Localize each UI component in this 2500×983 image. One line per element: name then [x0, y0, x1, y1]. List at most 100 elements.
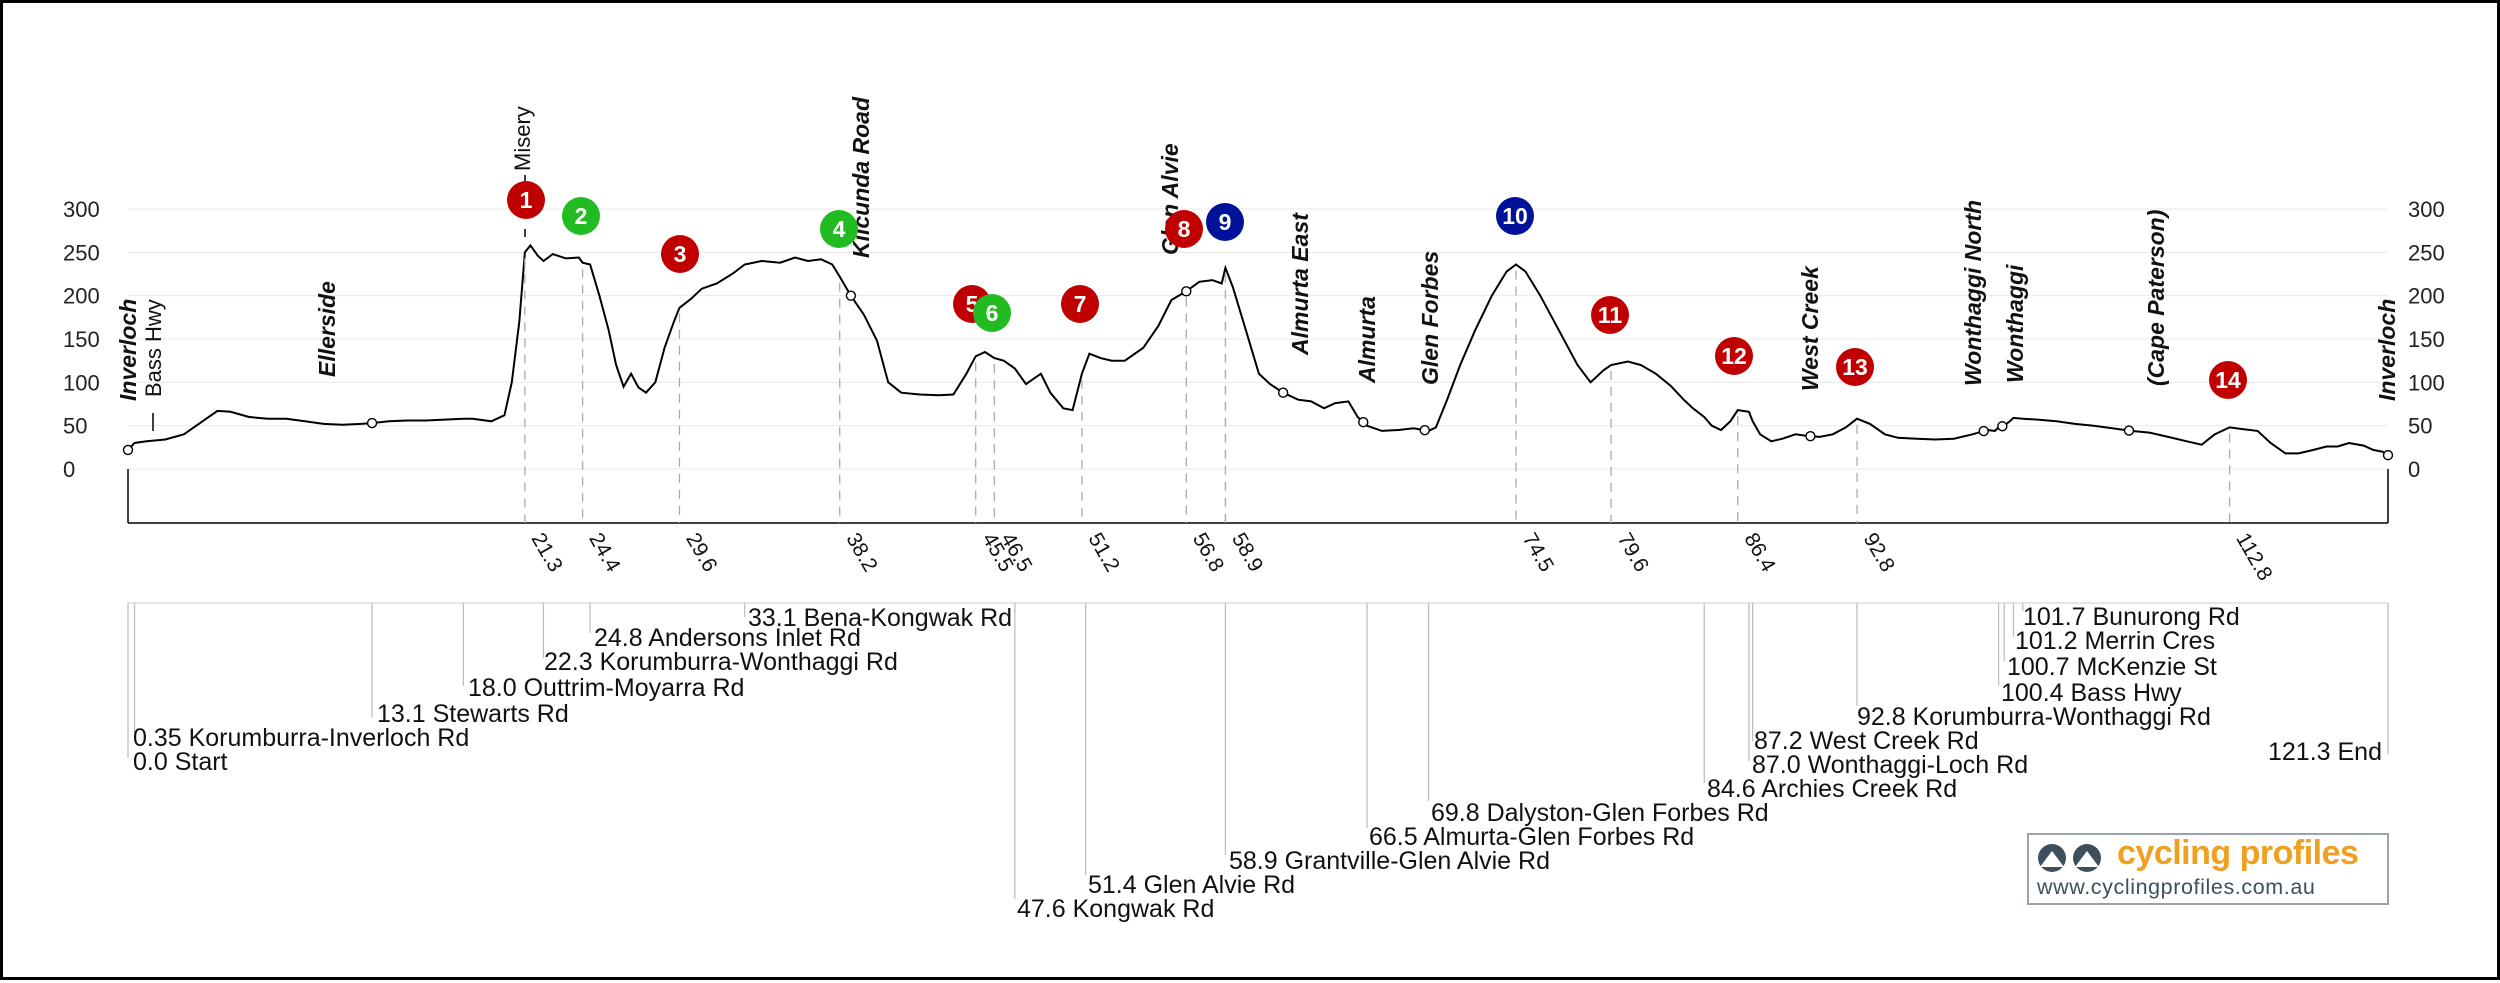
y-tick-right: 200 — [2408, 284, 2445, 309]
road-label: 24.8 Andersons Inlet Rd — [594, 624, 861, 652]
climb-marker — [1496, 197, 1534, 235]
road-label: 51.4 Glen Alvie Rd — [1088, 871, 1295, 899]
y-tick-right: 150 — [2408, 327, 2445, 352]
waypoint — [1181, 286, 1192, 297]
road-label: 100.4 Bass Hwy — [2001, 679, 2182, 707]
road-label: 13.1 Stewarts Rd — [377, 700, 569, 728]
waypoint — [1358, 417, 1369, 428]
road-label: 58.9 Grantville-Glen Alvie Rd — [1229, 847, 1550, 875]
road-label: 87.2 West Creek Rd — [1754, 727, 1979, 755]
place-label: Wonthaggi — [2002, 264, 2028, 383]
road-label: 101.2 Merrin Cres — [2015, 627, 2215, 655]
climb-marker-number: 2 — [575, 203, 588, 229]
climb-marker — [1836, 348, 1874, 386]
elevation-profile-chart: 300 300 250 250 200 200 150 150 100 100 50 50 0 0 21.… — [63, 96, 2445, 923]
axes — [127, 469, 2389, 524]
road-label: 69.8 Dalyston-Glen Forbes Rd — [1431, 799, 1769, 827]
km-label: 51.2 — [1084, 529, 1124, 576]
y-tick-right: 0 — [2408, 457, 2420, 482]
climb-marker — [2209, 361, 2247, 399]
road-label: 0.35 Korumburra-Inverloch Rd — [133, 724, 469, 752]
y-tick-left: 100 — [63, 370, 100, 395]
climb-marker-number: 7 — [1074, 291, 1087, 317]
road-label: 100.7 McKenzie St — [2007, 653, 2217, 681]
road-label: 101.7 Bunurong Rd — [2023, 603, 2240, 631]
cycling-profiles-logo: cycling profiles www.cyclingprofiles.com… — [2027, 833, 2389, 905]
waypoint — [1277, 387, 1289, 398]
climb-marker — [562, 197, 600, 235]
km-label: 86.4 — [1739, 529, 1780, 576]
waypoint — [845, 290, 857, 301]
waypoint — [1805, 431, 1816, 442]
place-label: Almurta East — [1287, 212, 1313, 356]
profile-series — [122, 243, 2394, 461]
place-label: Inverloch — [2374, 299, 2400, 401]
road-label: 33.1 Bena-Kongwak Rd — [748, 604, 1012, 632]
km-label: 21.3 — [527, 529, 567, 576]
y-tick-left: 0 — [63, 457, 75, 482]
waypoint — [2382, 449, 2394, 461]
road-label: 66.5 Almurta-Glen Forbes Rd — [1369, 823, 1694, 851]
road-label: 84.6 Archies Creek Rd — [1707, 775, 1957, 803]
road-label: 121.3 End — [2268, 738, 2382, 766]
logo-name: cycling profiles — [2117, 834, 2359, 872]
road-label: 0.0 Start — [133, 748, 228, 776]
climb-marker-number: 6 — [986, 300, 999, 326]
climb-marker-number: 14 — [2215, 367, 2241, 393]
climb-marker — [1591, 296, 1629, 334]
y-tick-right: 100 — [2408, 370, 2445, 395]
place-label: West Creek — [1797, 265, 1823, 391]
place-label: Bass Hwy — [141, 299, 166, 397]
climb-marker-number: 3 — [674, 241, 687, 267]
km-label: 79.6 — [1613, 529, 1653, 576]
y-tick-right: 50 — [2408, 414, 2432, 439]
climb-marker-number: 12 — [1721, 343, 1747, 369]
road-label: 47.6 Kongwak Rd — [1017, 895, 1214, 923]
km-labels: 21.3 24.4 29.6 38.2 45.546.5 51.2 56.858.9 74.5… — [527, 529, 2277, 585]
km-label: 29.6 — [681, 529, 721, 576]
y-tick-left: 200 — [63, 284, 100, 309]
km-label: 56.8 — [1188, 529, 1228, 576]
km-label: 92.8 — [1859, 529, 1899, 576]
place-label: Almurta — [1354, 296, 1380, 384]
km-label: 24.4 — [584, 529, 625, 576]
climb-marker-number: 1 — [520, 187, 533, 213]
road-label: 92.8 Korumburra-Wonthaggi Rd — [1857, 703, 2211, 731]
km-label: 38.2 — [841, 529, 881, 576]
place-label: Inverloch — [115, 299, 141, 401]
climb-marker — [661, 235, 699, 273]
waypoint — [1978, 425, 1989, 437]
y-tick-left: 150 — [63, 327, 100, 352]
mountain-logo-icon — [2038, 844, 2101, 872]
y-tick-left: 250 — [63, 240, 100, 265]
climb-marker — [507, 181, 545, 219]
place-label: Ellerside — [314, 281, 340, 377]
climb-marker — [973, 294, 1011, 332]
logo-url: www.cyclingprofiles.com.au — [2037, 875, 2316, 899]
climb-marker — [1165, 210, 1203, 248]
climb-marker-number: 4 — [833, 216, 846, 242]
climb-marker-number: 8 — [1178, 216, 1191, 242]
climb-marker — [820, 210, 858, 248]
climb-marker-number: 10 — [1502, 203, 1528, 229]
waypoint — [122, 444, 134, 456]
km-label: 112.8 — [2231, 529, 2276, 585]
y-tick-left: 300 — [63, 197, 100, 222]
climb-marker — [1206, 203, 1244, 241]
elevation-line — [127, 243, 2389, 456]
road-label: 22.3 Korumburra-Wonthaggi Rd — [544, 648, 898, 676]
km-label: 58.9 — [1227, 529, 1267, 576]
climb-marker — [1061, 285, 1099, 323]
y-tick-labels: 300 300 250 250 200 200 150 150 100 100 50 50 0 0 — [63, 197, 2445, 482]
km-label: 74.5 — [1518, 529, 1558, 576]
place-label: Wonthaggi North — [1960, 200, 1986, 386]
km-guide-lines — [524, 258, 2231, 523]
y-tick-right: 300 — [2408, 197, 2445, 222]
place-label: Glen Forbes — [1417, 251, 1443, 385]
climb-marker — [1715, 337, 1753, 375]
waypoint — [1997, 421, 2008, 432]
